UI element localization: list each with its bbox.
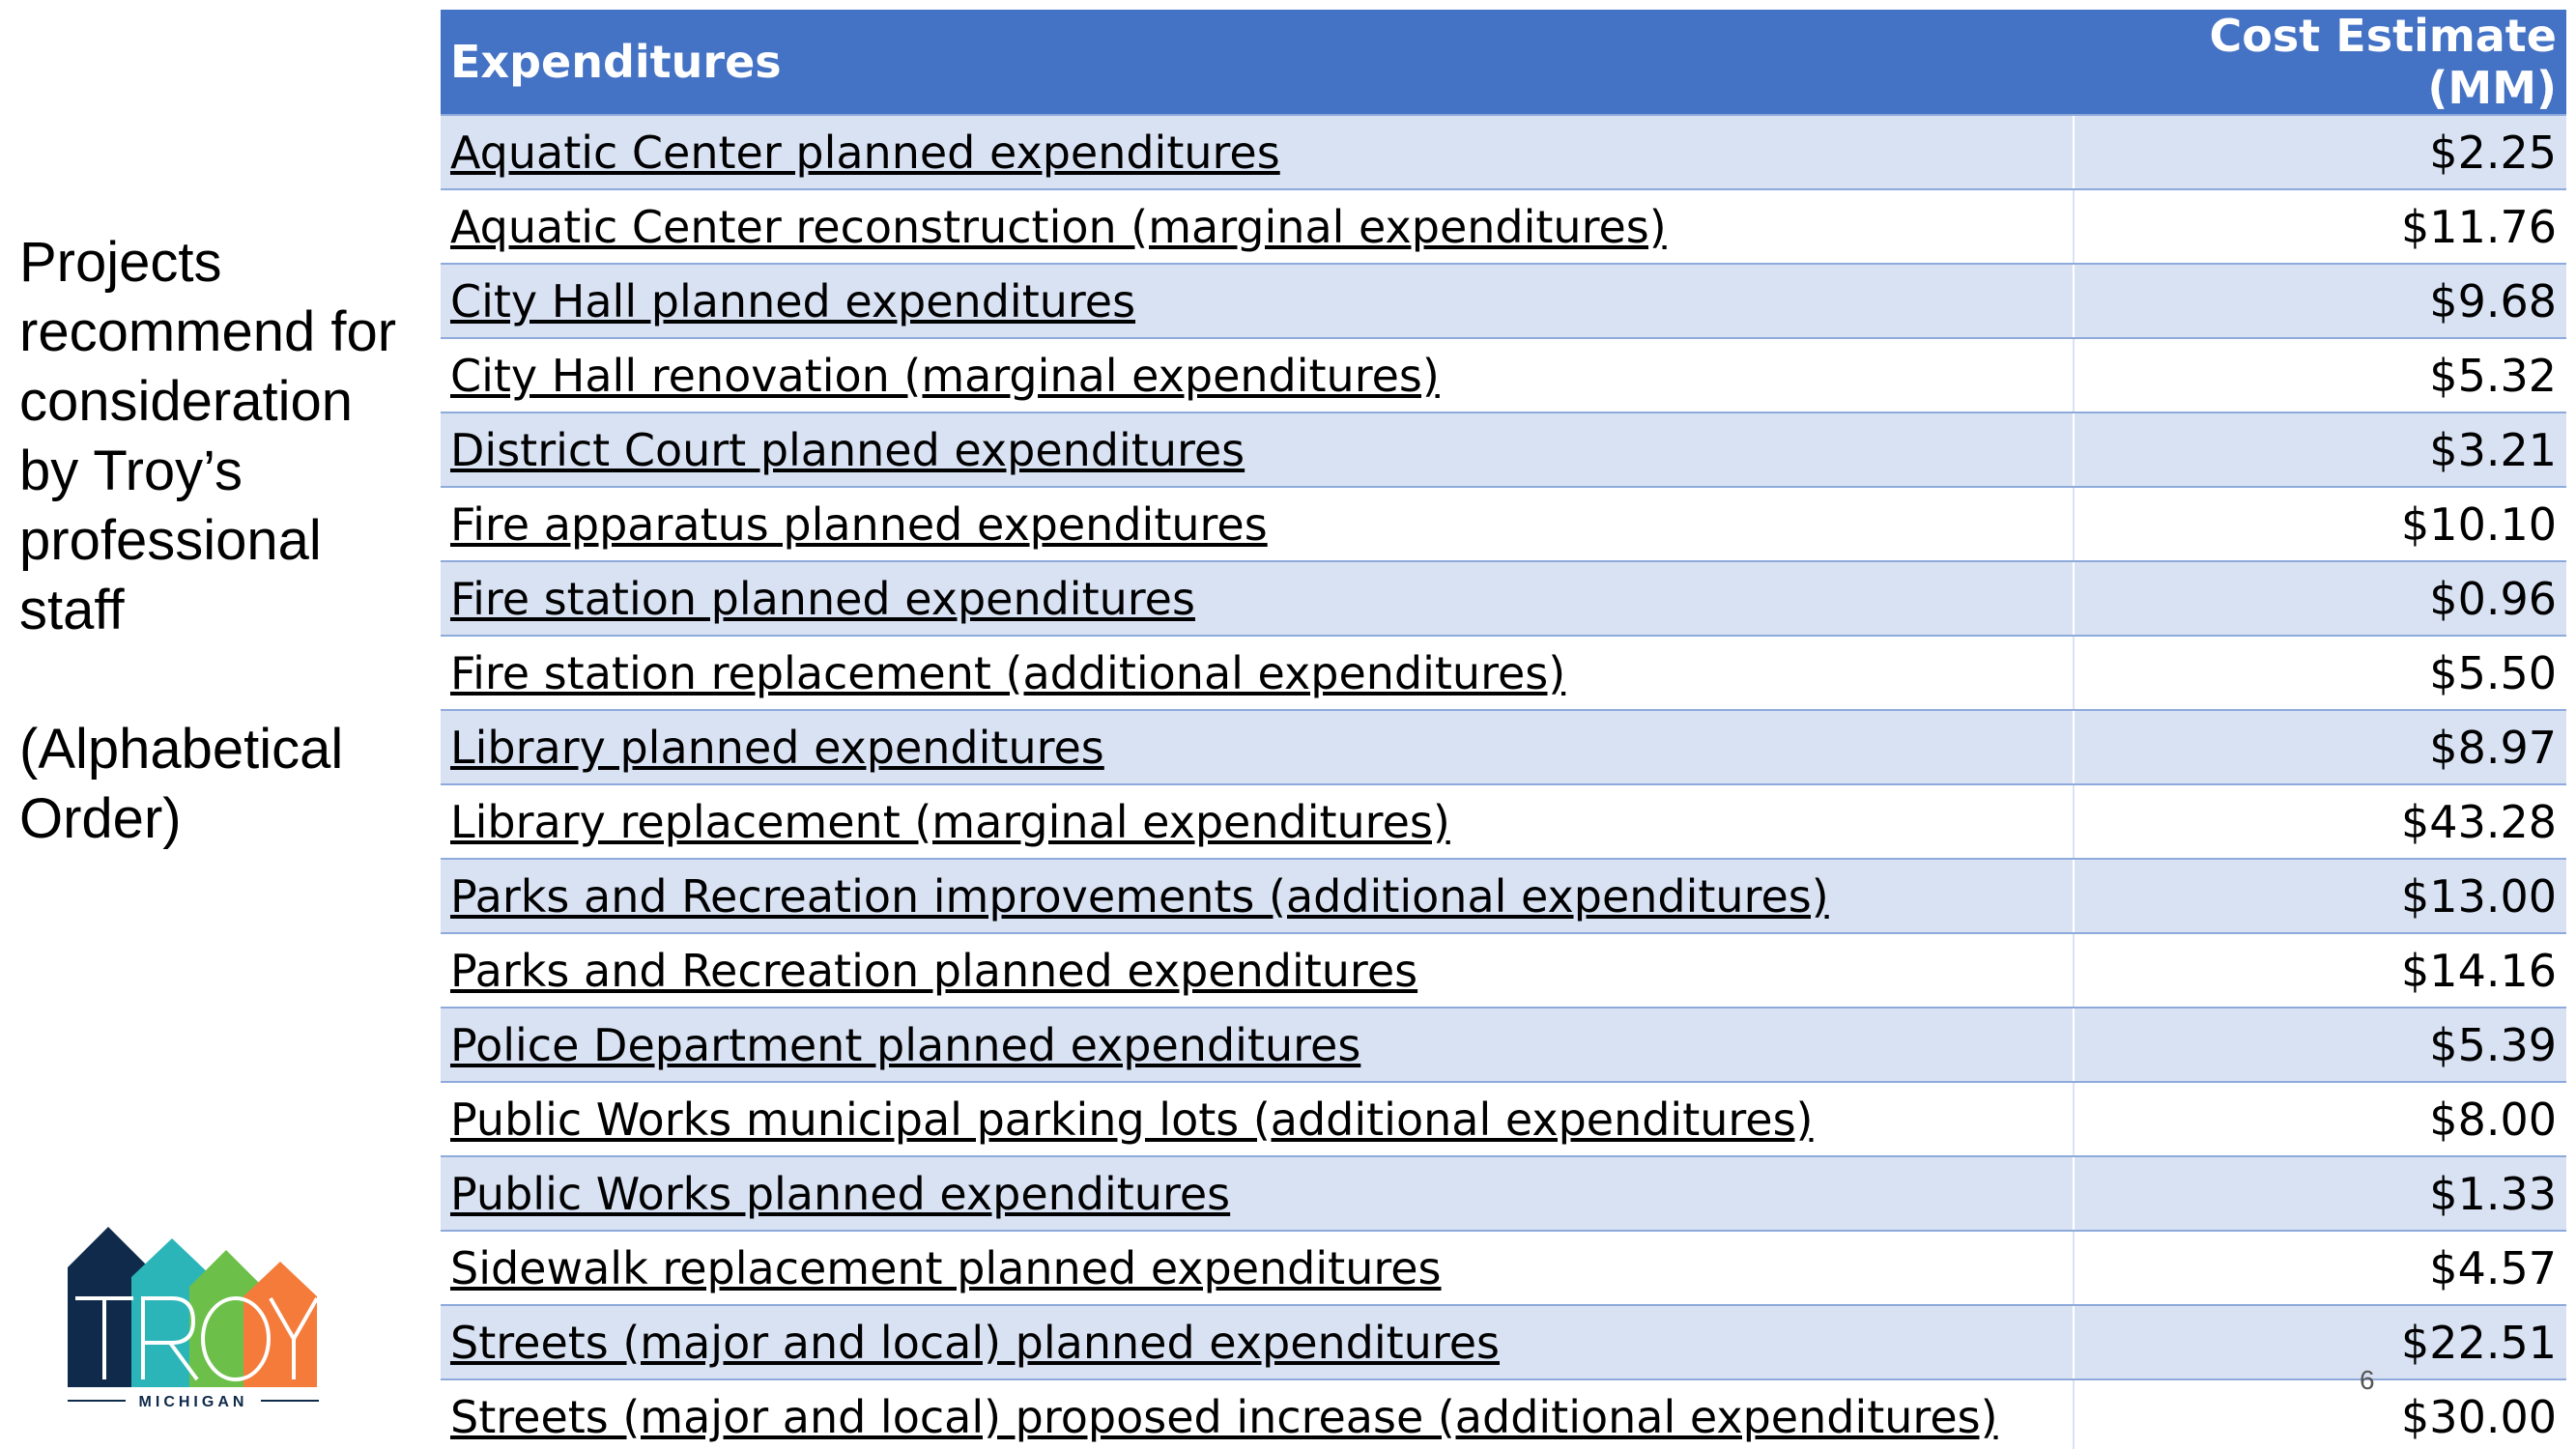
expenditure-link[interactable]: Sidewalk replacement planned expenditure… <box>441 1230 2074 1306</box>
cost-value: $22.51 <box>2073 1304 2566 1380</box>
cost-value: $13.00 <box>2073 858 2566 934</box>
table-row: Library replacement (marginal expenditur… <box>441 783 2566 860</box>
table-row: Fire station replacement (additional exp… <box>441 635 2566 711</box>
cost-value: $5.32 <box>2073 337 2566 413</box>
expenditure-link[interactable]: Streets (major and local) proposed incre… <box>441 1378 2074 1449</box>
cost-value: $8.97 <box>2073 709 2566 785</box>
table-row: Streets (major and local) proposed incre… <box>441 1378 2566 1449</box>
expenditure-link[interactable]: Parks and Recreation planned expenditure… <box>441 932 2074 1009</box>
side-note-line: Order) <box>19 787 182 850</box>
table-row: Fire station planned expenditures $0.96 <box>441 560 2566 637</box>
table-row: District Court planned expenditures $3.2… <box>441 412 2566 488</box>
expenditure-link[interactable]: Police Department planned expenditures <box>441 1007 2074 1083</box>
table-row: Parks and Recreation planned expenditure… <box>441 932 2566 1009</box>
expenditure-link[interactable]: Fire station planned expenditures <box>441 560 2074 637</box>
logo-wordmark <box>75 1296 319 1381</box>
expenditure-link[interactable]: City Hall planned expenditures <box>441 263 2074 339</box>
cost-value: $3.21 <box>2073 412 2566 488</box>
table-row: Public Works municipal parking lots (add… <box>441 1081 2566 1157</box>
table-row: Parks and Recreation improvements (addit… <box>441 858 2566 934</box>
table-row: Sidewalk replacement planned expenditure… <box>441 1230 2566 1306</box>
cost-value: $8.00 <box>2073 1081 2566 1157</box>
side-description: Projects recommend for consideration by … <box>19 228 435 854</box>
expenditure-link[interactable]: Aquatic Center planned expenditures <box>441 114 2074 190</box>
cost-value: $9.68 <box>2073 263 2566 339</box>
cost-value: $5.39 <box>2073 1007 2566 1083</box>
table-row: Library planned expenditures $8.97 <box>441 709 2566 785</box>
header-cost-estimate: Cost Estimate (MM) <box>2074 10 2566 115</box>
table-row: City Hall planned expenditures $9.68 <box>441 263 2566 339</box>
expenditure-link[interactable]: Aquatic Center reconstruction (marginal … <box>441 188 2074 265</box>
expenditure-link[interactable]: Fire station replacement (additional exp… <box>441 635 2074 711</box>
logo-subtitle: MICHIGAN <box>139 1394 248 1408</box>
table-row: Streets (major and local) planned expend… <box>441 1304 2566 1380</box>
logo-house-orange <box>243 1262 317 1387</box>
cost-value: $5.50 <box>2073 635 2566 711</box>
cost-value: $43.28 <box>2073 783 2566 860</box>
cost-value: $4.57 <box>2073 1230 2566 1306</box>
expenditure-link[interactable]: Library replacement (marginal expenditur… <box>441 783 2074 860</box>
side-spacer <box>19 645 435 715</box>
table-row: Aquatic Center planned expenditures $2.2… <box>441 114 2566 190</box>
table-row: City Hall renovation (marginal expenditu… <box>441 337 2566 413</box>
cost-value: $11.76 <box>2073 188 2566 265</box>
logo-house-navy <box>68 1227 149 1387</box>
expenditure-link[interactable]: City Hall renovation (marginal expenditu… <box>441 337 2074 413</box>
expenditure-link[interactable]: Fire apparatus planned expenditures <box>441 486 2074 562</box>
expenditures-table-container: Expenditures Cost Estimate (MM) Aquatic … <box>441 10 2566 1449</box>
side-line: Projects <box>19 231 222 294</box>
cost-value: $2.25 <box>2073 114 2566 190</box>
table-row: Aquatic Center reconstruction (marginal … <box>441 188 2566 265</box>
expenditure-link[interactable]: Public Works municipal parking lots (add… <box>441 1081 2074 1157</box>
troy-michigan-logo: MICHIGAN <box>68 1227 319 1408</box>
cost-value: $1.33 <box>2073 1155 2566 1232</box>
table-header-row: Expenditures Cost Estimate (MM) <box>441 10 2566 115</box>
expenditure-link[interactable]: Library planned expenditures <box>441 709 2074 785</box>
expenditures-table: Expenditures Cost Estimate (MM) Aquatic … <box>441 10 2566 1449</box>
expenditure-link[interactable]: District Court planned expenditures <box>441 412 2074 488</box>
side-line: recommend for <box>19 300 397 363</box>
table-row: Public Works planned expenditures $1.33 <box>441 1155 2566 1232</box>
side-line: professional <box>19 509 322 572</box>
expenditure-link[interactable]: Public Works planned expenditures <box>441 1155 2074 1232</box>
cost-value: $10.10 <box>2073 486 2566 562</box>
table-row: Police Department planned expenditures $… <box>441 1007 2566 1083</box>
side-line: consideration <box>19 370 353 433</box>
expenditure-link[interactable]: Parks and Recreation improvements (addit… <box>441 858 2074 934</box>
header-expenditures: Expenditures <box>441 10 2074 115</box>
side-line: by Troy’s <box>19 440 243 502</box>
side-note-line: (Alphabetical <box>19 718 344 781</box>
expenditure-link[interactable]: Streets (major and local) planned expend… <box>441 1304 2074 1380</box>
cost-value: $0.96 <box>2073 560 2566 637</box>
side-line: staff <box>19 579 125 641</box>
cost-value: $30.00 <box>2073 1378 2566 1449</box>
cost-value: $14.16 <box>2073 932 2566 1009</box>
page-number: 6 <box>2360 1365 2375 1395</box>
table-row: Fire apparatus planned expenditures $10.… <box>441 486 2566 562</box>
